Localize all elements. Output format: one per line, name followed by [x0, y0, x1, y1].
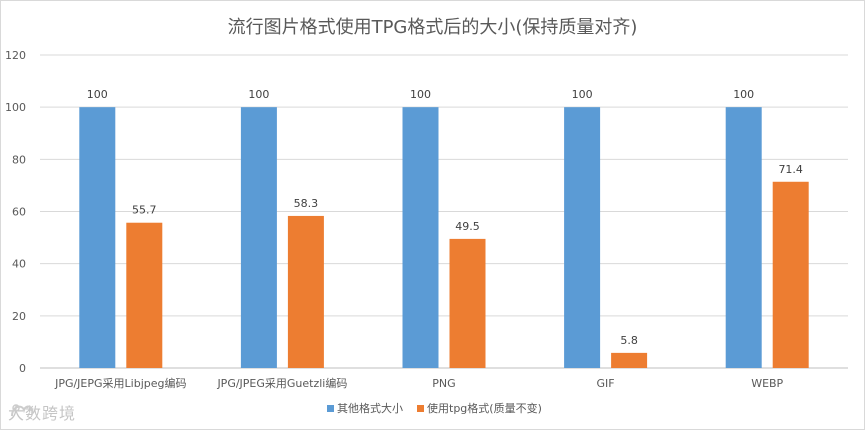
category-label: WEBP [751, 377, 783, 390]
data-label: 100 [733, 88, 754, 101]
category-label: GIF [597, 377, 615, 390]
bar-tpg-format [772, 181, 809, 368]
gridlines [40, 54, 848, 369]
bars [79, 107, 809, 369]
y-tick-label: 0 [19, 362, 26, 375]
category-label: PNG [432, 377, 455, 390]
y-tick-label: 80 [12, 153, 26, 166]
y-tick-label: 20 [12, 310, 26, 323]
x-axis-categories: JPG/JEPG采用Libjpeg编码 JPG/JPEG采用Guetzli编码 PN… [54, 376, 783, 390]
watermark-logo-icon [11, 404, 34, 417]
data-label: 55.7 [132, 204, 157, 217]
bar-other-format [564, 107, 601, 369]
data-label: 100 [410, 88, 431, 101]
data-label: 100 [248, 88, 269, 101]
bar-tpg-format [287, 215, 324, 368]
data-label: 100 [572, 88, 593, 101]
category-label: JPG/JEPG采用Libjpeg编码 [54, 376, 186, 390]
y-tick-label: 100 [5, 101, 26, 114]
bar-other-format [725, 107, 762, 369]
legend-label-tpg: 使用tpg格式(质量不变) [427, 401, 542, 415]
legend-swatch-other [327, 405, 334, 412]
chart-title: 流行图片格式使用TPG格式后的大小(保持质量对齐) [227, 17, 638, 38]
data-label: 5.8 [620, 334, 638, 347]
data-label: 58.3 [294, 197, 319, 210]
bar-other-format [240, 107, 277, 369]
y-tick-label: 120 [5, 49, 26, 62]
data-label: 100 [87, 88, 108, 101]
y-tick-label: 40 [12, 258, 26, 271]
data-label: 71.4 [778, 163, 803, 176]
category-label: JPG/JPEG采用Guetzli编码 [216, 376, 347, 390]
y-axis-ticks: 0 20 40 60 80 100 120 [5, 49, 26, 375]
legend-swatch-tpg [417, 405, 424, 412]
bar-other-format [79, 107, 116, 369]
legend: 其他格式大小 使用tpg格式(质量不变) [327, 401, 542, 415]
watermark: 大数跨境 [8, 400, 76, 424]
legend-label-other: 其他格式大小 [337, 401, 403, 415]
data-labels: 100 55.7 100 58.3 100 49.5 100 5.8 100 71.4 [87, 88, 803, 347]
bar-tpg-format [611, 352, 648, 368]
bar-tpg-format [449, 238, 486, 368]
bar-other-format [402, 107, 439, 369]
bar-tpg-format [126, 222, 163, 368]
data-label: 49.5 [455, 220, 480, 233]
y-tick-label: 60 [12, 206, 26, 219]
